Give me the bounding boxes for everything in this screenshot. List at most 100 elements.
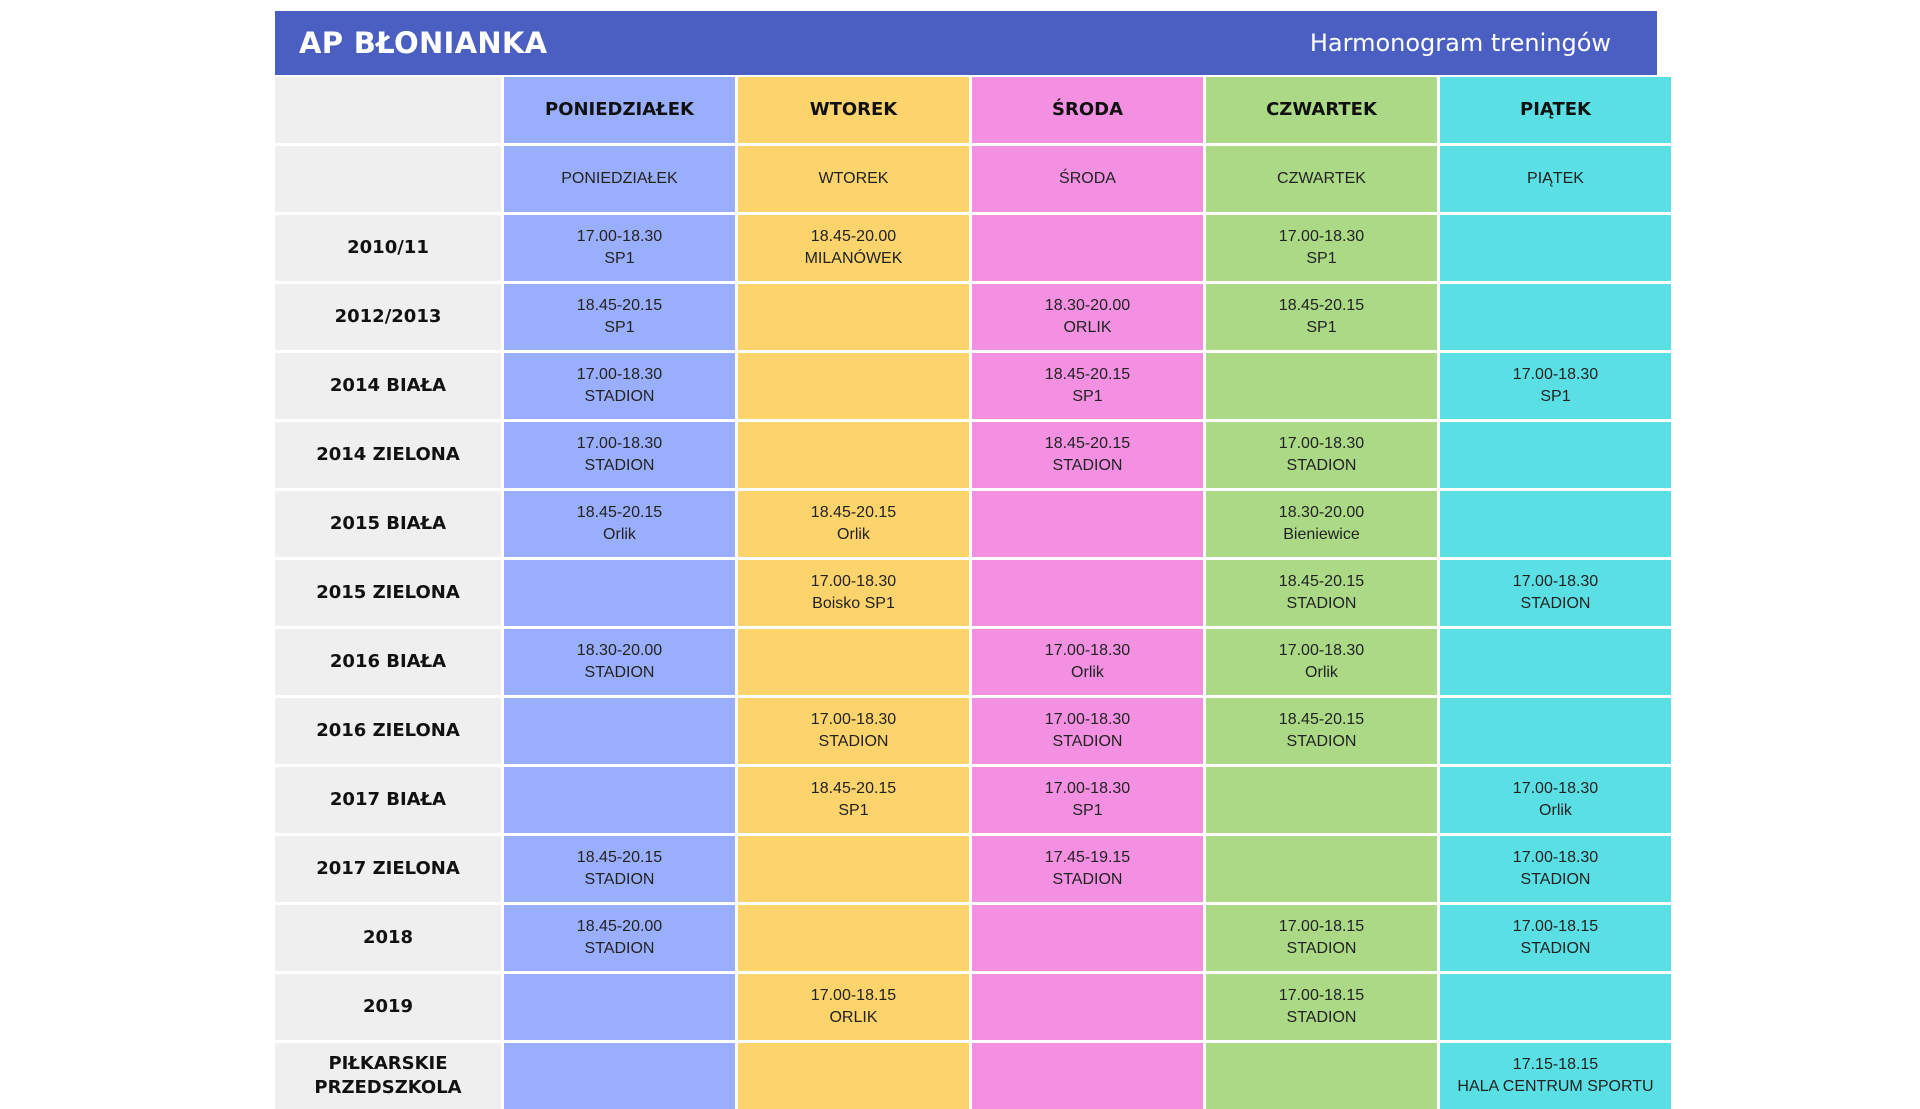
group-label: PIŁKARSKIE PRZEDSZKOLA bbox=[275, 1043, 501, 1109]
group-label: 2014 BIAŁA bbox=[275, 353, 501, 419]
schedule-cell: 17.00-18.30 Boisko SP1 bbox=[738, 560, 969, 626]
training-place: STADION bbox=[1286, 733, 1357, 750]
training-place: SP1 bbox=[1306, 250, 1337, 267]
schedule-cell: 18.45-20.15 STADION bbox=[1206, 560, 1437, 626]
training-time: 17.00-18.15 bbox=[810, 987, 897, 1004]
schedule-cell: 18.30-20.00 STADION bbox=[504, 629, 735, 695]
group-label: 2015 BIAŁA bbox=[275, 491, 501, 557]
schedule-cell: 18.45-20.15 Orlik bbox=[738, 491, 969, 557]
schedule-cell bbox=[504, 560, 735, 626]
training-place: STADION bbox=[1520, 871, 1591, 888]
group-label: 2017 BIAŁA bbox=[275, 767, 501, 833]
training-time: 18.45-20.00 bbox=[576, 918, 663, 935]
training-time: 18.45-20.15 bbox=[1044, 366, 1131, 383]
training-time: 17.00-18.30 bbox=[1278, 642, 1365, 659]
training-place: Orlik bbox=[603, 526, 636, 543]
training-time: 17.00-18.30 bbox=[810, 711, 897, 728]
page-subtitle: Harmonogram treningów bbox=[1309, 29, 1611, 57]
training-place: MILANÓWEK bbox=[804, 250, 903, 267]
day-subheader: CZWARTEK bbox=[1206, 146, 1437, 212]
training-time: 17.45-19.15 bbox=[1044, 849, 1131, 866]
schedule-cell: 17.00-18.30 STADION bbox=[504, 422, 735, 488]
schedule-cell: 17.00-18.30 Orlik bbox=[1440, 767, 1671, 833]
training-time: 18.45-20.15 bbox=[576, 504, 663, 521]
schedule-cell: 18.45-20.00 STADION bbox=[504, 905, 735, 971]
training-place: ORLIK bbox=[829, 1009, 878, 1026]
schedule-cell bbox=[738, 353, 969, 419]
schedule-cell bbox=[1206, 836, 1437, 902]
training-time: 18.30-20.00 bbox=[576, 642, 663, 659]
training-time: 17.00-18.30 bbox=[576, 435, 663, 452]
training-place: STADION bbox=[1520, 940, 1591, 957]
schedule-cell: 18.45-20.15 STADION bbox=[504, 836, 735, 902]
schedule-cell bbox=[738, 836, 969, 902]
schedule-cell bbox=[1206, 1043, 1437, 1109]
training-time: 17.00-18.30 bbox=[1044, 642, 1131, 659]
training-place: STADION bbox=[584, 664, 655, 681]
training-time: 17.00-18.30 bbox=[1044, 780, 1131, 797]
schedule-cell: 17.00-18.30 Orlik bbox=[972, 629, 1203, 695]
schedule-cell: 17.00-18.30 SP1 bbox=[1440, 353, 1671, 419]
schedule-cell: 17.00-18.30 STADION bbox=[738, 698, 969, 764]
group-label: 2017 ZIELONA bbox=[275, 836, 501, 902]
training-place: SP1 bbox=[838, 802, 869, 819]
schedule-cell bbox=[738, 905, 969, 971]
schedule-cell: 17.15-18.15 HALA CENTRUM SPORTU bbox=[1440, 1043, 1671, 1109]
schedule-cell bbox=[738, 422, 969, 488]
schedule-cell bbox=[504, 1043, 735, 1109]
schedule-cell: 17.00-18.15 ORLIK bbox=[738, 974, 969, 1040]
training-time: 18.45-20.15 bbox=[810, 504, 897, 521]
corner-cell bbox=[275, 146, 501, 212]
schedule-cell bbox=[504, 767, 735, 833]
day-subheader: ŚRODA bbox=[972, 146, 1203, 212]
schedule-cell bbox=[1440, 284, 1671, 350]
schedule-cell bbox=[504, 698, 735, 764]
training-place: HALA CENTRUM SPORTU bbox=[1457, 1078, 1654, 1095]
training-place: STADION bbox=[584, 457, 655, 474]
schedule-cell bbox=[1440, 422, 1671, 488]
schedule-cell: 17.45-19.15 STADION bbox=[972, 836, 1203, 902]
training-place: SP1 bbox=[1540, 388, 1571, 405]
schedule-cell: 17.00-18.30 SP1 bbox=[1206, 215, 1437, 281]
schedule-cell: 18.45-20.15 STADION bbox=[1206, 698, 1437, 764]
training-place: STADION bbox=[584, 388, 655, 405]
training-time: 17.00-18.15 bbox=[1278, 918, 1365, 935]
training-time: 17.00-18.30 bbox=[810, 573, 897, 590]
day-subheader: WTOREK bbox=[738, 146, 969, 212]
day-subheader: PONIEDZIAŁEK bbox=[504, 146, 735, 212]
day-header: CZWARTEK bbox=[1206, 77, 1437, 143]
training-time: 17.00-18.30 bbox=[1512, 780, 1599, 797]
training-time: 18.45-20.15 bbox=[576, 297, 663, 314]
training-place: STADION bbox=[1286, 457, 1357, 474]
schedule-cell bbox=[504, 974, 735, 1040]
schedule-cell bbox=[1440, 491, 1671, 557]
day-header: PONIEDZIAŁEK bbox=[504, 77, 735, 143]
training-time: 18.45-20.15 bbox=[1278, 297, 1365, 314]
schedule-table: PONIEDZIAŁEK WTOREK ŚRODA CZWARTEK PIĄTEK PON… bbox=[275, 77, 1671, 1109]
schedule-cell: 17.00-18.30 STADION bbox=[504, 353, 735, 419]
group-label: 2016 ZIELONA bbox=[275, 698, 501, 764]
schedule-cell bbox=[1440, 698, 1671, 764]
day-header: WTOREK bbox=[738, 77, 969, 143]
schedule-cell bbox=[1206, 767, 1437, 833]
training-place: SP1 bbox=[1072, 802, 1103, 819]
training-place: SP1 bbox=[1072, 388, 1103, 405]
training-time: 18.45-20.15 bbox=[1044, 435, 1131, 452]
schedule-cell: 17.00-18.30 STADION bbox=[1206, 422, 1437, 488]
training-place: STADION bbox=[1286, 595, 1357, 612]
day-header: PIĄTEK bbox=[1440, 77, 1671, 143]
schedule-cell: 17.00-18.30 STADION bbox=[1440, 836, 1671, 902]
schedule-cell: 18.45-20.15 Orlik bbox=[504, 491, 735, 557]
training-place: SP1 bbox=[604, 319, 635, 336]
schedule-cell: 18.45-20.15 SP1 bbox=[738, 767, 969, 833]
schedule-cell bbox=[972, 491, 1203, 557]
schedule-cell bbox=[972, 560, 1203, 626]
training-time: 17.00-18.15 bbox=[1512, 918, 1599, 935]
group-label: 2016 BIAŁA bbox=[275, 629, 501, 695]
schedule-cell bbox=[1440, 215, 1671, 281]
day-header: ŚRODA bbox=[972, 77, 1203, 143]
training-place: STADION bbox=[584, 871, 655, 888]
schedule-cell: 18.45-20.15 SP1 bbox=[1206, 284, 1437, 350]
training-time: 18.45-20.15 bbox=[576, 849, 663, 866]
day-subheader: PIĄTEK bbox=[1440, 146, 1671, 212]
